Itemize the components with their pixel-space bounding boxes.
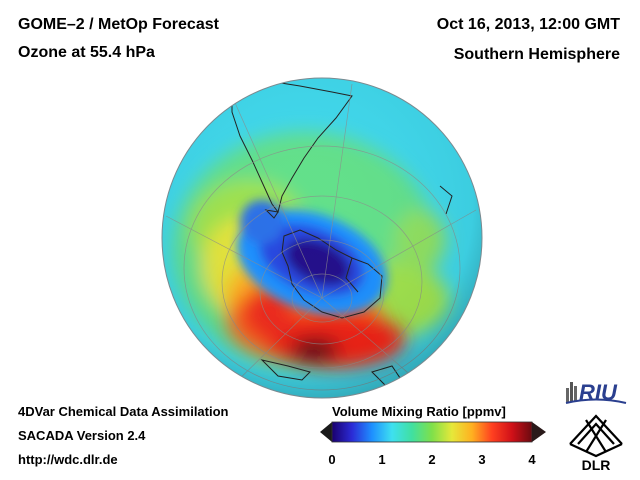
footer-method: 4DVar Chemical Data Assimilation bbox=[18, 404, 229, 419]
colorbar-tick-0: 0 bbox=[328, 452, 336, 467]
colorbar-tick-3: 3 bbox=[478, 452, 486, 467]
forecast-date: Oct 16, 2013, 12:00 GMT bbox=[436, 16, 620, 33]
colorbar bbox=[320, 421, 546, 443]
map-subtitle: Ozone at 55.4 hPa bbox=[18, 44, 155, 61]
dlr-logo-text: DLR bbox=[582, 457, 611, 473]
region-label: Southern Hemisphere bbox=[453, 46, 620, 63]
colorbar-ramp bbox=[331, 421, 533, 443]
dlr-logo: DLR bbox=[569, 414, 623, 473]
colorbar-min-arrow bbox=[320, 422, 332, 442]
colorbar-tick-4: 4 bbox=[528, 452, 536, 467]
footer-version: SACADA Version 2.4 bbox=[18, 428, 146, 443]
colorbar-tick-2: 2 bbox=[428, 452, 436, 467]
footer-url[interactable]: http://wdc.dlr.de bbox=[18, 452, 118, 467]
dlr-logo-mark bbox=[569, 414, 623, 458]
colorbar-tick-1: 1 bbox=[378, 452, 386, 467]
colorbar-title: Volume Mixing Ratio [ppmv] bbox=[332, 404, 506, 419]
ozone-globe-map bbox=[161, 77, 483, 399]
colorbar-max-arrow bbox=[532, 422, 546, 442]
riu-logo: RIU bbox=[565, 380, 627, 405]
map-title: GOME–2 / MetOp Forecast bbox=[18, 16, 219, 33]
ozone-field bbox=[162, 78, 482, 398]
